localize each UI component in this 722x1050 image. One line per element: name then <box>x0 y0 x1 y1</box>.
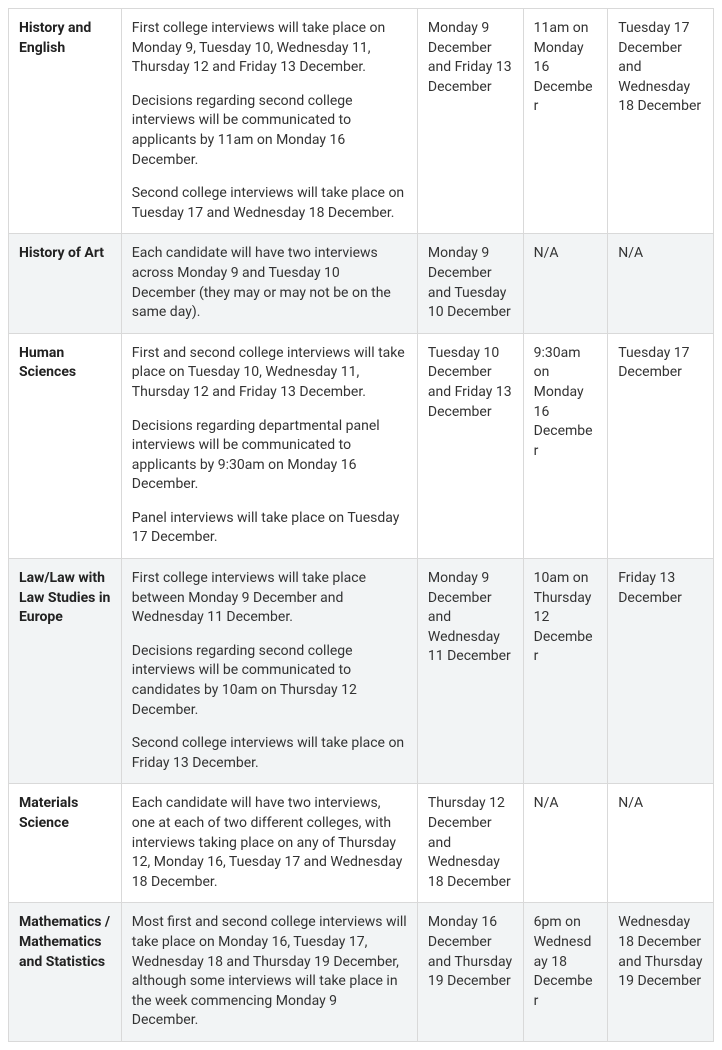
first-interview-dates-cell: Monday 9 December and Tuesday 10 Decembe… <box>417 234 523 333</box>
table-row: Materials ScienceEach candidate will hav… <box>9 784 714 903</box>
description-cell: First college interviews will take place… <box>121 559 417 784</box>
description-paragraph: Decisions regarding departmental panel i… <box>132 417 407 495</box>
description-paragraph: Most first and second college interviews… <box>132 913 407 1031</box>
table-row: Law/Law with Law Studies in EuropeFirst … <box>9 559 714 784</box>
first-interview-dates-cell: Tuesday 10 December and Friday 13 Decemb… <box>417 333 523 558</box>
description-paragraph: Panel interviews will take place on Tues… <box>132 509 407 548</box>
subject-cell: History of Art <box>9 234 122 333</box>
first-interview-dates-cell: Monday 9 December and Friday 13 December <box>417 9 523 234</box>
second-interview-dates-cell: N/A <box>608 234 714 333</box>
description-paragraph: Each candidate will have two interviews … <box>132 244 407 322</box>
decision-deadline-cell: 6pm on Wednesday 18 December <box>523 903 608 1042</box>
description-cell: First college interviews will take place… <box>121 9 417 234</box>
interview-timetable: History and EnglishFirst college intervi… <box>8 8 714 1042</box>
description-paragraph: First college interviews will take place… <box>132 569 407 628</box>
decision-deadline-cell: 10am on Thursday 12 December <box>523 559 608 784</box>
first-interview-dates-cell: Monday 16 December and Thursday 19 Decem… <box>417 903 523 1042</box>
subject-cell: History and English <box>9 9 122 234</box>
description-cell: Most first and second college interviews… <box>121 903 417 1042</box>
description-paragraph: Each candidate will have two interviews,… <box>132 794 407 892</box>
second-interview-dates-cell: Tuesday 17 December and Wednesday 18 Dec… <box>608 9 714 234</box>
table-row: Human SciencesFirst and second college i… <box>9 333 714 558</box>
decision-deadline-cell: 11am on Monday 16 December <box>523 9 608 234</box>
subject-cell: Law/Law with Law Studies in Europe <box>9 559 122 784</box>
description-paragraph: Decisions regarding second college inter… <box>132 92 407 170</box>
table-row: Mathematics / Mathematics and Statistics… <box>9 903 714 1042</box>
description-paragraph: Decisions regarding second college inter… <box>132 642 407 720</box>
description-cell: Each candidate will have two interviews,… <box>121 784 417 903</box>
second-interview-dates-cell: Tuesday 17 December <box>608 333 714 558</box>
first-interview-dates-cell: Monday 9 December and Wednesday 11 Decem… <box>417 559 523 784</box>
decision-deadline-cell: 9:30am on Monday 16 December <box>523 333 608 558</box>
first-interview-dates-cell: Thursday 12 December and Wednesday 18 De… <box>417 784 523 903</box>
description-cell: Each candidate will have two interviews … <box>121 234 417 333</box>
description-paragraph: First college interviews will take place… <box>132 19 407 78</box>
second-interview-dates-cell: Friday 13 December <box>608 559 714 784</box>
subject-cell: Human Sciences <box>9 333 122 558</box>
table-row: History of ArtEach candidate will have t… <box>9 234 714 333</box>
subject-cell: Mathematics / Mathematics and Statistics <box>9 903 122 1042</box>
table-row: History and EnglishFirst college intervi… <box>9 9 714 234</box>
description-paragraph: Second college interviews will take plac… <box>132 734 407 773</box>
decision-deadline-cell: N/A <box>523 784 608 903</box>
description-paragraph: Second college interviews will take plac… <box>132 184 407 223</box>
second-interview-dates-cell: Wednesday 18 December and Thursday 19 De… <box>608 903 714 1042</box>
description-cell: First and second college interviews will… <box>121 333 417 558</box>
decision-deadline-cell: N/A <box>523 234 608 333</box>
description-paragraph: First and second college interviews will… <box>132 344 407 403</box>
subject-cell: Materials Science <box>9 784 122 903</box>
second-interview-dates-cell: N/A <box>608 784 714 903</box>
